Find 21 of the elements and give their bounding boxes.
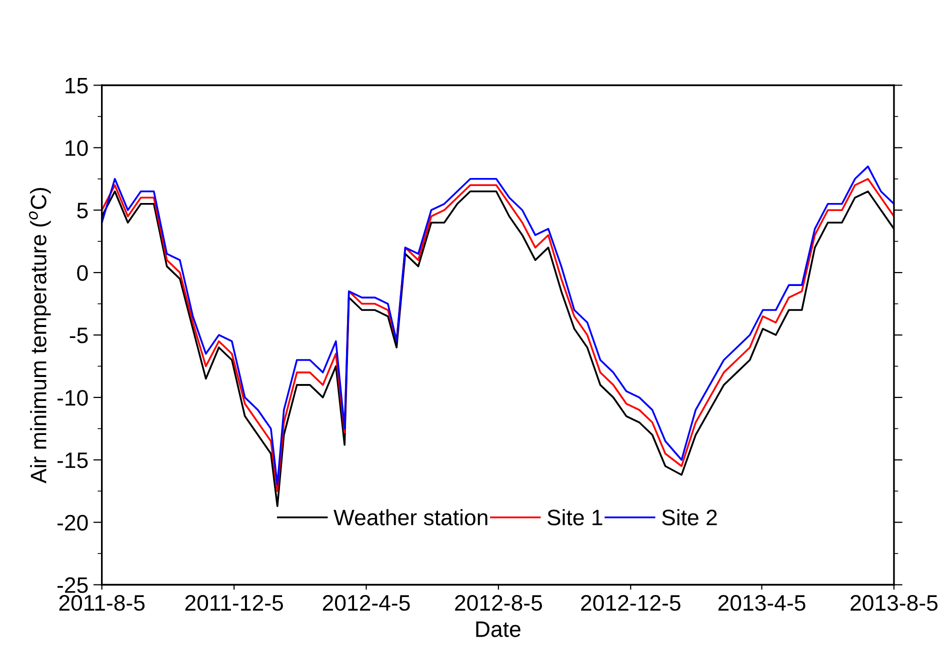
legend-label: Weather station	[334, 509, 488, 526]
y-axis-title: Air minimum temperature ($^{o}$C)	[28, 188, 51, 484]
y-tick-label: 15	[66, 78, 88, 94]
x-tick-label: 2013-8-5	[850, 595, 938, 611]
x-tick-label: 2012-12-5	[581, 595, 680, 611]
y-tick-label: -25	[58, 577, 88, 594]
y-tick-label: -10	[58, 390, 88, 406]
y-tick-label: 0	[77, 265, 88, 281]
x-tick-label: 2012-4-5	[322, 595, 410, 611]
y-tick-label: -20	[58, 514, 88, 531]
y-tick-label: 10	[66, 140, 88, 156]
x-tick-label: 2012-8-5	[455, 595, 542, 611]
y-tick-label: -15	[58, 452, 88, 468]
legend-label: Site 1	[547, 509, 602, 526]
x-tick-label: 2011-12-5	[185, 595, 283, 611]
y-tick-label: -5	[70, 328, 88, 344]
x-tick-label: 2013-4-5	[718, 595, 806, 611]
x-axis-title: Date	[476, 622, 520, 638]
y-tick-label: 5	[77, 202, 88, 218]
x-tick-label: 2011-8-5	[59, 595, 145, 611]
legend-label: Site 2	[662, 509, 717, 526]
